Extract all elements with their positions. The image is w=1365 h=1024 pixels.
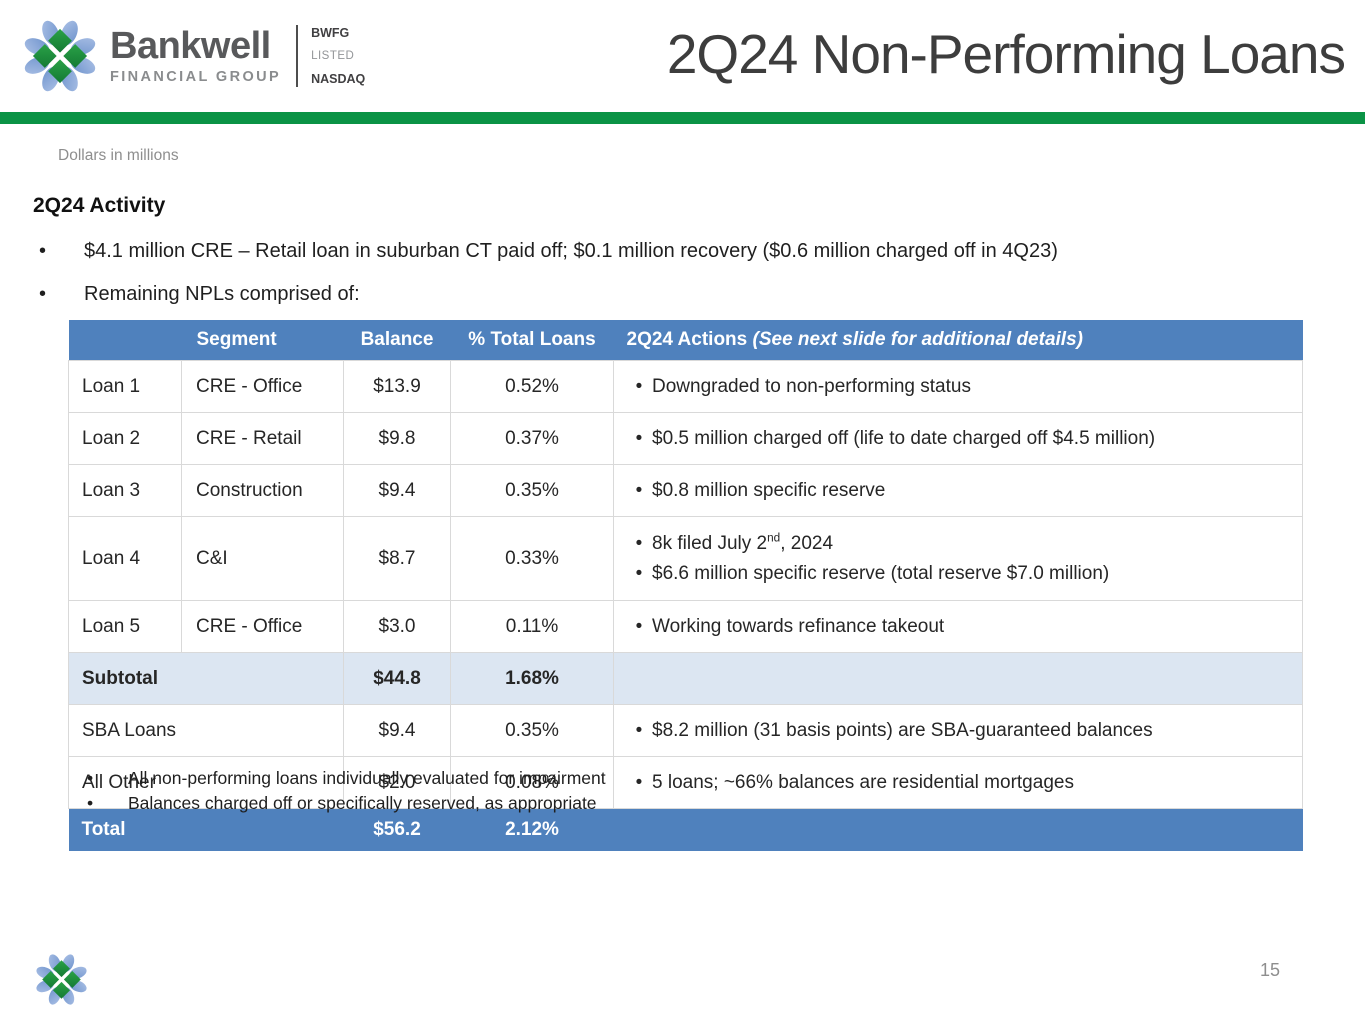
loan-cell: Loan 3 (68, 464, 182, 517)
action-bullet: 5 loans; ~66% balances are residential m… (626, 768, 1292, 797)
pct-cell: 0.52% (450, 360, 614, 413)
segment-cell: C&I (181, 516, 344, 601)
header-balance: Balance (343, 320, 451, 361)
category-label-cell: SBA Loans (68, 704, 344, 757)
action-bullet: $0.8 million specific reserve (626, 476, 1292, 505)
table-header-row: Segment Balance % Total Loans 2Q24 Actio… (68, 320, 1303, 361)
balance-cell: $13.9 (343, 360, 451, 413)
action-bullet: Working towards refinance takeout (626, 612, 1292, 641)
table-row-loan4: Loan 4 C&I $8.7 0.33% 8k filed July 2nd,… (68, 516, 1303, 601)
table-row-loan5: Loan 5 CRE - Office $3.0 0.11% Working t… (68, 600, 1303, 653)
pct-cell: 0.35% (450, 464, 614, 517)
table-row-sba: SBA Loans $9.4 0.35% $8.2 million (31 ba… (68, 704, 1303, 757)
activity-bullet-list: $4.1 million CRE – Retail loan in suburb… (33, 238, 1343, 324)
pct-cell: 0.35% (450, 704, 614, 757)
slide-title: 2Q24 Non-Performing Loans (666, 23, 1346, 85)
pct-cell: 0.37% (450, 412, 614, 465)
logo-divider (296, 25, 299, 87)
footnote: Balances charged off or specifically res… (84, 791, 606, 816)
pct-cell: 0.11% (450, 600, 614, 653)
loan-cell: Loan 4 (68, 516, 182, 601)
actions-cell: $0.5 million charged off (life to date c… (613, 412, 1303, 465)
segment-cell: CRE - Office (181, 360, 344, 413)
actions-cell: $8.2 million (31 basis points) are SBA-g… (613, 704, 1303, 757)
brand-text: Bankwell FINANCIAL GROUP (110, 24, 282, 86)
action-bullet: 8k filed July 2nd, 2024 (626, 529, 1292, 558)
footnote-list: All non-performing loans individually ev… (84, 766, 606, 817)
table-row-loan2: Loan 2 CRE - Retail $9.8 0.37% $0.5 mill… (68, 412, 1303, 465)
actions-cell (613, 652, 1303, 705)
action-bullet: $6.6 million specific reserve (total res… (626, 559, 1292, 588)
subtotal-label-cell: Subtotal (68, 652, 344, 705)
balance-cell: $8.7 (343, 516, 451, 601)
section-heading: 2Q24 Activity (33, 194, 166, 217)
loan-cell: Loan 1 (68, 360, 182, 413)
balance-cell: $9.4 (343, 704, 451, 757)
balance-cell: $44.8 (343, 652, 451, 705)
table-row-loan1: Loan 1 CRE - Office $13.9 0.52% Downgrad… (68, 360, 1303, 413)
ticker-block: BWFG LISTED NASDAQ (311, 24, 365, 88)
brand-name: Bankwell (110, 24, 271, 67)
npl-table: Segment Balance % Total Loans 2Q24 Actio… (68, 320, 1303, 851)
units-note: Dollars in millions (58, 147, 179, 164)
actions-cell: Working towards refinance takeout (613, 600, 1303, 653)
balance-cell: $9.8 (343, 412, 451, 465)
actions-cell: Downgraded to non-performing status (613, 360, 1303, 413)
action-bullet: Downgraded to non-performing status (626, 372, 1292, 401)
segment-cell: CRE - Retail (181, 412, 344, 465)
pinwheel-logo-icon (24, 20, 96, 92)
footer-pinwheel-logo-icon (36, 954, 87, 1005)
segment-cell: Construction (181, 464, 344, 517)
header-pct: % Total Loans (450, 320, 614, 361)
action-bullet: $0.5 million charged off (life to date c… (626, 424, 1292, 453)
page-number: 15 (1260, 960, 1281, 980)
green-accent-bar (0, 112, 1365, 124)
table-row-loan3: Loan 3 Construction $9.4 0.35% $0.8 mill… (68, 464, 1303, 517)
actions-cell: 5 loans; ~66% balances are residential m… (613, 756, 1303, 809)
listed-label: LISTED (311, 50, 355, 62)
header-segment: Segment (181, 320, 344, 361)
brand-subtitle: FINANCIAL GROUP (110, 69, 282, 86)
activity-bullet: Remaining NPLs comprised of: (33, 281, 1343, 308)
pct-cell: 1.68% (450, 652, 614, 705)
loan-cell: Loan 2 (68, 412, 182, 465)
table-row-subtotal: Subtotal $44.8 1.68% (68, 652, 1303, 705)
pct-cell: 0.33% (450, 516, 614, 601)
header-loan (68, 320, 182, 361)
loan-cell: Loan 5 (68, 600, 182, 653)
actions-cell: $0.8 million specific reserve (613, 464, 1303, 517)
superscript-ordinal: nd (767, 531, 781, 545)
action-bullet: $8.2 million (31 basis points) are SBA-g… (626, 716, 1292, 745)
exchange-name: NASDAQ (311, 72, 366, 86)
header-actions-note: (See next slide for additional details) (752, 329, 1083, 350)
footnote: All non-performing loans individually ev… (84, 766, 606, 791)
actions-cell (613, 808, 1303, 851)
balance-cell: $3.0 (343, 600, 451, 653)
ticker-symbol: BWFG (311, 26, 350, 40)
header-actions: 2Q24 Actions (See next slide for additio… (613, 320, 1303, 361)
npl-table-container: Segment Balance % Total Loans 2Q24 Actio… (68, 320, 1303, 851)
actions-cell: 8k filed July 2nd, 2024 $6.6 million spe… (613, 516, 1303, 601)
company-logo: Bankwell FINANCIAL GROUP BWFG LISTED NAS… (20, 16, 365, 96)
activity-bullet: $4.1 million CRE – Retail loan in suburb… (33, 238, 1343, 265)
segment-cell: CRE - Office (181, 600, 344, 653)
balance-cell: $9.4 (343, 464, 451, 517)
